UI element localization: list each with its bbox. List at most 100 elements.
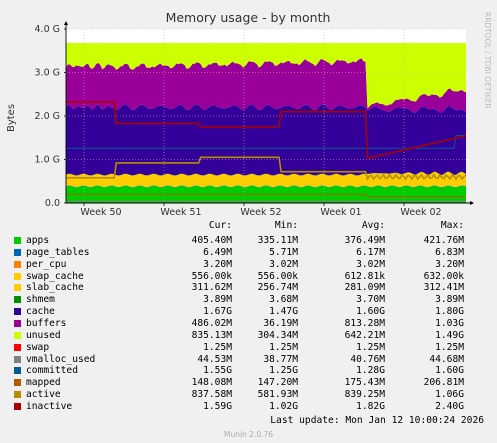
legend-value-avg: 40.76M: [350, 353, 385, 365]
legend-row-buffers: buffers 486.02M 36.19M 813.28M 1.03G: [0, 318, 497, 329]
legend-row-slab_cache: slab_cache 311.62M 256.74M 281.09M 312.41M: [0, 282, 497, 293]
legend-row-apps: apps 405.40M 335.11M 376.49M 421.76M: [0, 235, 497, 246]
legend-row-committed: committed 1.55G 1.25G 1.28G 1.60G: [0, 365, 497, 376]
legend-value-avg: 813.28M: [344, 317, 385, 329]
legend-value-max: 44.68M: [429, 353, 464, 365]
legend-header-min: Min:: [274, 220, 298, 231]
legend-value-cur: 3.20M: [203, 258, 232, 270]
y-tick-label: 1.0 G: [35, 155, 61, 166]
legend-name: committed: [26, 365, 78, 377]
area-unused: [66, 43, 466, 109]
legend-swatch: [14, 272, 21, 280]
munin-version: Munin 2.0.76: [223, 430, 274, 439]
legend-name: cache: [26, 306, 55, 318]
legend-value-cur: 1.25M: [203, 341, 232, 353]
legend-swatch: [14, 237, 21, 244]
legend-row-mapped: mapped 148.08M 147.20M 175.43M 206.81M: [0, 377, 497, 388]
legend-value-max: 1.25M: [435, 341, 464, 353]
legend-row-unused: unused 835.13M 304.34M 642.21M 1.49G: [0, 330, 497, 341]
legend-value-max: 1.03G: [435, 317, 464, 329]
legend-value-min: 3.02M: [269, 258, 298, 270]
legend-swatch: [14, 296, 21, 304]
legend-value-max: 312.41M: [423, 282, 464, 294]
legend-value-max: 2.40G: [435, 400, 464, 412]
legend-value-avg: 1.60G: [356, 306, 385, 318]
legend-value-min: 581.93M: [257, 389, 298, 401]
legend-value-cur: 1.55G: [203, 365, 232, 377]
legend-row-inactive: inactive 1.59G 1.02G 1.82G 2.40G: [0, 401, 497, 412]
y-tick-label: 3.0 G: [35, 68, 61, 79]
y-tick-label: 2.0 G: [35, 111, 61, 122]
legend-swatch: [14, 260, 21, 268]
legend-name: buffers: [26, 317, 67, 329]
line-inactive: [66, 101, 467, 160]
legend-row-page_tables: page_tables 6.49M 5.71M 6.17M 6.83M: [0, 247, 497, 258]
legend-swatch: [14, 367, 21, 375]
legend-value-cur: 405.40M: [191, 235, 232, 246]
chart-title: Memory usage - by month: [166, 10, 331, 25]
legend-swatch: [14, 402, 21, 410]
legend-value-min: 1.25G: [269, 365, 298, 377]
legend-swatch: [14, 355, 21, 363]
x-tick-label: Week 50: [80, 207, 121, 218]
memory-chart: Memory usage - by month RRDTOOL / TOBI O…: [6, 10, 492, 218]
legend-value-min: 256.74M: [257, 282, 298, 294]
legend-value-min: 36.19M: [263, 317, 298, 329]
legend-value-avg: 839.25M: [344, 389, 385, 401]
legend-value-min: 147.20M: [257, 377, 298, 389]
legend-value-cur: 44.53M: [197, 353, 232, 365]
legend-name: per_cpu: [26, 258, 67, 270]
legend-swatch: [14, 248, 21, 256]
legend-value-max: 206.81M: [423, 377, 464, 389]
legend-header-avg: Avg:: [361, 220, 385, 231]
legend-swatch: [14, 343, 21, 351]
legend-value-max: 6.83M: [435, 246, 464, 258]
legend-value-max: 3.89M: [435, 294, 464, 306]
legend-swatch: [14, 379, 21, 387]
last-update: Last update: Mon Jan 12 10:00:24 2026: [270, 415, 484, 426]
legend-name: inactive: [26, 400, 73, 412]
legend-value-max: 3.20M: [435, 258, 464, 270]
legend-value-min: 1.25M: [269, 341, 298, 353]
line-active: [66, 156, 467, 181]
legend-row-cache: cache 1.67G 1.47G 1.60G 1.80G: [0, 306, 497, 317]
legend-value-max: 1.80G: [435, 306, 464, 318]
line-committed: [66, 135, 466, 149]
y-tick-label: 0.0: [45, 198, 60, 209]
legend-value-cur: 486.02M: [191, 317, 232, 329]
x-tick-label: Week 01: [320, 207, 361, 218]
legend-row-swap: swap 1.25M 1.25M 1.25M 1.25M: [0, 342, 497, 353]
legend-name: swap_cache: [26, 270, 84, 282]
legend-swatch: [14, 284, 21, 292]
y-tick-label: 4.0 G: [35, 24, 61, 35]
legend-value-avg: 1.28G: [356, 365, 385, 377]
legend-name: active: [26, 389, 61, 401]
legend-name: unused: [26, 329, 61, 341]
legend-value-min: 5.71M: [269, 246, 298, 258]
legend-name: swap: [26, 341, 50, 353]
legend-header-max: Max:: [440, 220, 464, 231]
legend-value-cur: 835.13M: [191, 329, 232, 341]
area-cache: [66, 104, 466, 176]
legend-value-min: 556.00k: [257, 270, 298, 282]
legend-value-cur: 837.58M: [191, 389, 232, 401]
legend-name: slab_cache: [26, 282, 84, 294]
legend-swatch: [14, 308, 21, 316]
legend-value-min: 1.02G: [269, 400, 298, 412]
legend-row-per_cpu: per_cpu 3.20M 3.02M 3.02M 3.20M: [0, 259, 497, 270]
x-tick-label: Week 51: [160, 207, 201, 218]
legend-value-cur: 1.59G: [203, 400, 232, 412]
legend-value-avg: 175.43M: [344, 377, 385, 389]
legend-value-avg: 3.70M: [356, 294, 385, 306]
legend-value-avg: 376.49M: [344, 235, 385, 246]
x-axis-arrow: [470, 201, 474, 205]
legend-value-avg: 612.81k: [344, 270, 385, 282]
legend-name: vmalloc_used: [26, 353, 96, 365]
legend-swatch: [14, 331, 21, 339]
legend-value-cur: 3.89M: [203, 294, 232, 306]
y-axis-arrow: [64, 21, 68, 25]
legend-value-avg: 1.82G: [356, 400, 385, 412]
legend-value-min: 1.47G: [269, 306, 298, 318]
legend-swatch: [14, 319, 21, 327]
legend-value-cur: 556.00k: [191, 270, 232, 282]
